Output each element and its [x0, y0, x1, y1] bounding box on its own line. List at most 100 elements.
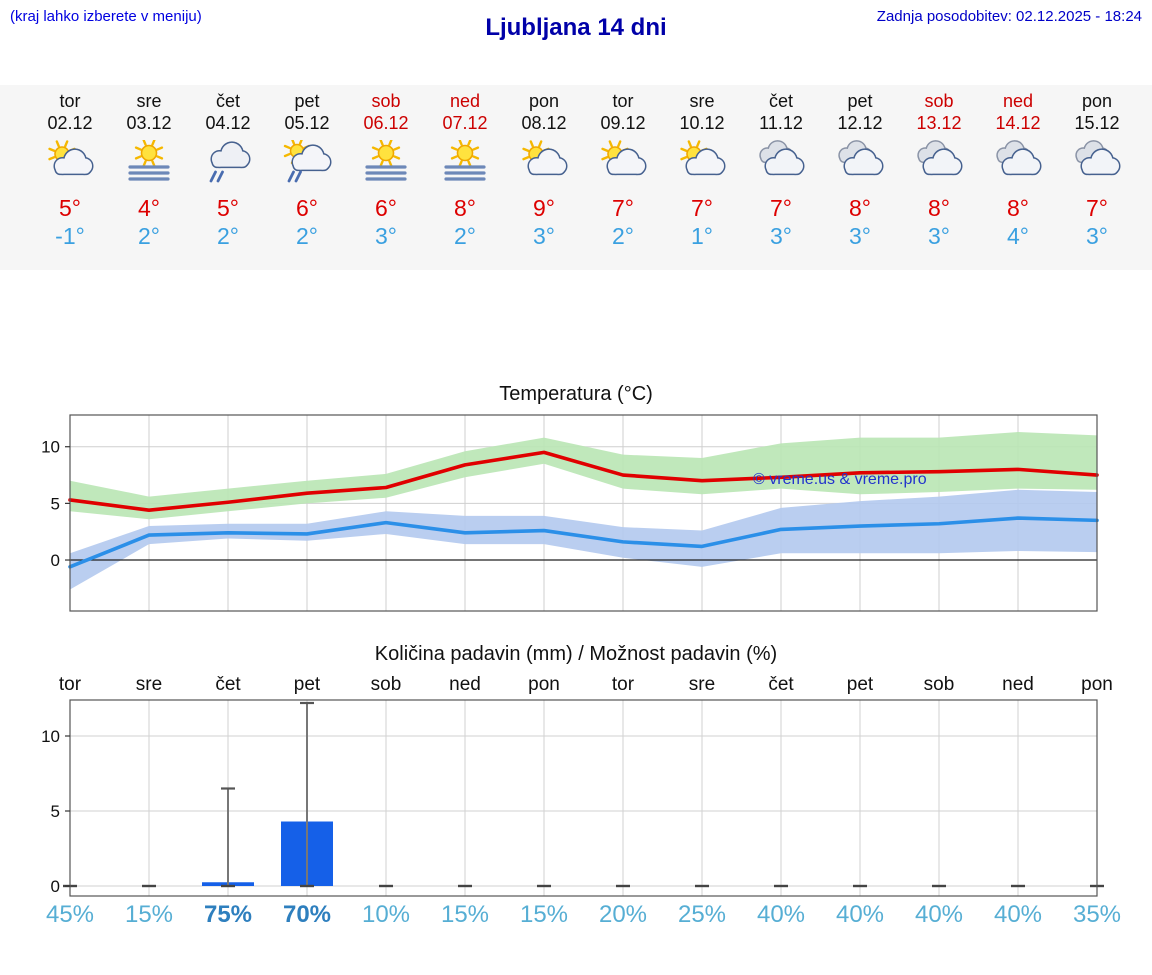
precip-day-label: pet [846, 674, 874, 695]
precip-probability: 75% [203, 901, 253, 928]
low-temp: 4° [1007, 223, 1029, 249]
forecast-strip: tor 02.12 5° -1° sre 03.12 4° 2° čet 04.12 5° 2° pet… [0, 85, 1152, 270]
min temperature-band [70, 489, 1097, 590]
y-tick-label: 10 [41, 438, 60, 457]
day-date: 04.12 [205, 113, 251, 133]
weather-cloudy-icon [900, 138, 979, 188]
low-temp: 3° [849, 223, 871, 249]
precip-day-label: sob [923, 674, 955, 695]
precip-probability-row: 45% 15% 75% 70% 10% 15% 15% 20% 25% 40% 40% 40% 40% 3… [0, 901, 1152, 933]
day-name: ned [449, 91, 481, 111]
forecast-day-column: ned 07.12 8° 2° [426, 90, 505, 250]
forecast-day-column: tor 09.12 7° 2° [584, 90, 663, 250]
day-date: 05.12 [284, 113, 330, 133]
precip-probability: 35% [1072, 901, 1122, 928]
day-name: pet [294, 91, 320, 111]
day-name: pon [528, 91, 560, 111]
forecast-day-column: pon 08.12 9° 3° [505, 90, 584, 250]
forecast-day-column: ned 14.12 8° 4° [979, 90, 1058, 250]
day-date: 11.12 [759, 113, 803, 133]
high-temp: 8° [928, 195, 950, 221]
low-temp: 1° [691, 223, 713, 249]
forecast-day-column: pet 12.12 8° 3° [821, 90, 900, 250]
high-temp: 5° [59, 195, 81, 221]
forecast-day-column: pon 15.12 7° 3° [1058, 90, 1137, 250]
weather-sun-cloud-icon [584, 138, 663, 188]
weather-sun-fog-icon [347, 138, 426, 188]
precipitation-chart-svg: 0 5 10 [41, 699, 1104, 897]
precip-probability: 25% [677, 901, 727, 928]
low-temp: 3° [533, 223, 555, 249]
low-temp: 3° [928, 223, 950, 249]
forecast-day-column: sob 06.12 6° 3° [347, 90, 426, 250]
low-temp: 2° [138, 223, 160, 249]
max temperature-line [68, 450, 1099, 512]
day-date: 15.12 [1074, 113, 1120, 133]
weather-sun-fog-icon [426, 138, 505, 188]
day-name: sre [689, 91, 715, 111]
weather-sun-cloud-icon [505, 138, 584, 188]
day-name: sob [924, 91, 954, 111]
day-date: 09.12 [600, 113, 646, 133]
precip-probability: 15% [124, 901, 174, 928]
low-temp: 3° [1086, 223, 1108, 249]
day-date: 06.12 [363, 113, 409, 133]
page-title: Ljubljana 14 dni [485, 14, 667, 41]
low-temp: -1° [55, 223, 85, 249]
forecast-day-column: sre 03.12 4° 2° [110, 90, 189, 250]
low-temp: 3° [375, 223, 397, 249]
day-name: tor [612, 91, 634, 111]
weather-cloud-rain-icon [189, 138, 268, 188]
weather-sun-cloud-rain-icon [268, 138, 347, 188]
high-temp: 8° [1007, 195, 1029, 221]
precip-day-label: pet [293, 674, 321, 695]
weather-sun-cloud-icon [31, 138, 110, 188]
forecast-day-column: sre 10.12 7° 1° [663, 90, 742, 250]
precip-probability: 15% [519, 901, 569, 928]
day-date: 14.12 [995, 113, 1041, 133]
high-temp: 8° [454, 195, 476, 221]
day-name: čet [768, 91, 793, 111]
high-temp: 7° [770, 195, 792, 221]
temperature-chart-title: Temperatura (°C) [499, 383, 653, 405]
y-tick-label: 5 [51, 802, 60, 821]
low-temp: 2° [296, 223, 318, 249]
max temperature-band [70, 431, 1097, 520]
precip-day-labels-row: tor sre čet pet sob ned pon tor sre čet pet sob ned p… [0, 674, 1152, 698]
precip-day-label: pon [1081, 674, 1113, 695]
precip-probability: 15% [440, 901, 490, 928]
weather-cloudy-icon [821, 138, 900, 188]
y-tick-label: 0 [51, 877, 60, 896]
weather-sun-cloud-icon [663, 138, 742, 188]
precip-day-label: tor [58, 674, 82, 695]
temperature-chart-svg: 0 5 10 © vreme.us & vreme.pro [41, 414, 1099, 612]
precip-day-label: ned [1002, 674, 1034, 695]
day-date: 02.12 [47, 113, 93, 133]
precip-probability: 40% [756, 901, 806, 928]
low-temp: 2° [217, 223, 239, 249]
day-date: 10.12 [679, 113, 725, 133]
precip-day-label: tor [611, 674, 635, 695]
day-name: sob [371, 91, 401, 111]
high-temp: 8° [849, 195, 871, 221]
weather-sun-fog-icon [110, 138, 189, 188]
forecast-day-column: tor 02.12 5° -1° [31, 90, 110, 250]
precip-probability: 20% [598, 901, 648, 928]
forecast-day-column: sob 13.12 8° 3° [900, 90, 979, 250]
day-name: tor [59, 91, 81, 111]
forecast-day-column: pet 05.12 6° 2° [268, 90, 347, 250]
day-date: 03.12 [126, 113, 172, 133]
precip-day-label: čet [768, 674, 794, 695]
precip-day-label: ned [449, 674, 481, 695]
min temperature-line [68, 516, 1099, 569]
high-temp: 4° [138, 195, 160, 221]
precip-probability: 70% [282, 901, 332, 928]
precip-day-label: sob [370, 674, 402, 695]
low-temp: 2° [612, 223, 634, 249]
high-temp: 9° [533, 195, 555, 221]
forecast-day-column: čet 11.12 7° 3° [742, 90, 821, 250]
y-tick-label: 0 [51, 551, 60, 570]
low-temp: 3° [770, 223, 792, 249]
precipitation-chart-title: Količina padavin (mm) / Možnost padavin … [374, 643, 778, 665]
forecast-day-column: čet 04.12 5° 2° [189, 90, 268, 250]
